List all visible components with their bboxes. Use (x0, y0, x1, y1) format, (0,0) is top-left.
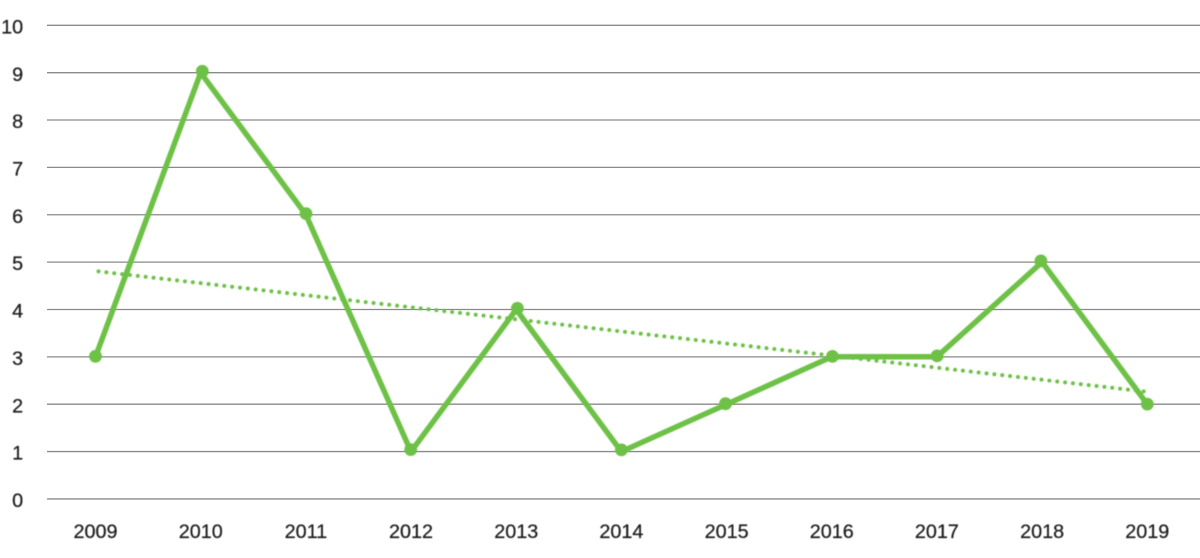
svg-text:9: 9 (12, 64, 23, 86)
svg-text:2018: 2018 (1020, 521, 1064, 543)
svg-text:2016: 2016 (810, 521, 854, 543)
svg-text:2012: 2012 (389, 521, 433, 543)
svg-text:2019: 2019 (1125, 521, 1169, 543)
svg-text:0: 0 (12, 490, 23, 512)
svg-text:2010: 2010 (179, 521, 223, 543)
svg-text:3: 3 (12, 348, 23, 370)
svg-text:7: 7 (12, 159, 23, 181)
svg-text:2011: 2011 (285, 521, 328, 543)
svg-text:4: 4 (12, 301, 23, 323)
svg-text:2009: 2009 (73, 521, 117, 543)
svg-text:5: 5 (12, 253, 23, 275)
svg-text:2: 2 (12, 395, 23, 417)
svg-text:8: 8 (12, 111, 23, 133)
svg-text:2014: 2014 (599, 521, 643, 543)
svg-text:6: 6 (12, 206, 23, 228)
svg-text:2015: 2015 (705, 521, 749, 543)
svg-text:2013: 2013 (494, 521, 538, 543)
svg-text:10: 10 (1, 16, 23, 38)
svg-text:1: 1 (12, 443, 23, 465)
svg-text:2017: 2017 (915, 521, 959, 543)
